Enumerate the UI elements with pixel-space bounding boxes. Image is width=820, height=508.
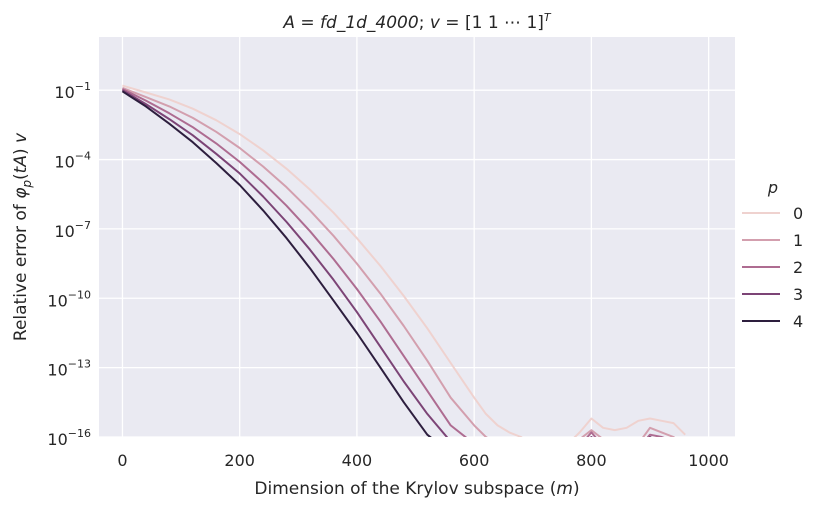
series-line-p0	[122, 84, 686, 437]
x-tick-label: 200	[224, 451, 255, 470]
y-tick-labels: 10−1 10−4 10−7 10−10 10−13 10−16	[47, 80, 91, 449]
chart-title: A = fd_1d_4000; v = [1 1 ⋯ 1]T	[282, 11, 552, 33]
plot-background	[99, 37, 735, 437]
legend-title: p	[767, 178, 778, 197]
y-tick-label: 10−13	[47, 358, 91, 380]
x-tick-label: 400	[342, 451, 373, 470]
x-tick-label: 0	[117, 451, 127, 470]
x-axis-label: Dimension of the Krylov subspace (m)	[254, 479, 579, 499]
y-tick-label: 10−1	[54, 80, 91, 102]
legend-label-p1: 1	[793, 231, 803, 250]
y-tick-label: 10−4	[54, 150, 91, 172]
x-tick-labels: 0 200 400 600 800 1000	[117, 451, 729, 470]
legend-label-p2: 2	[793, 258, 803, 277]
series-line-p1	[122, 86, 676, 437]
series-lines	[121, 84, 686, 437]
series-line-p3	[121, 89, 652, 437]
legend-label-p3: 3	[793, 285, 803, 304]
series-line-p4	[121, 90, 432, 437]
legend: p 0 1 2 3 4	[742, 178, 803, 331]
legend-label-p0: 0	[793, 204, 803, 223]
series-line-p2	[121, 88, 665, 437]
y-tick-label: 10−16	[47, 427, 91, 449]
y-tick-label: 10−10	[47, 288, 91, 310]
y-axis-label: Relative error of φp(tA) v	[11, 132, 34, 341]
x-tick-label: 1000	[688, 451, 729, 470]
y-tick-label: 10−7	[54, 219, 91, 241]
x-tick-label: 600	[459, 451, 490, 470]
x-tick-label: 800	[576, 451, 607, 470]
legend-label-p4: 4	[793, 312, 803, 331]
